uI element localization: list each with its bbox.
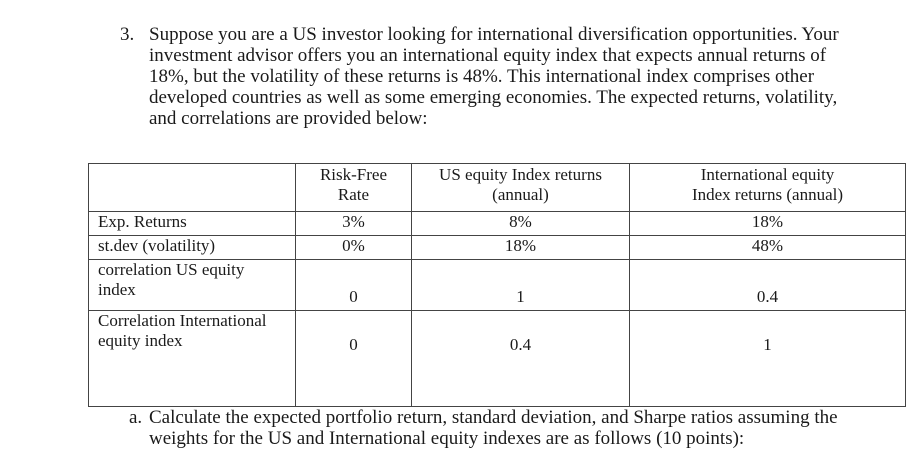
row-label: correlation US equity index: [88, 259, 296, 311]
table-row: st.dev (volatility) 0% 18% 48%: [88, 235, 906, 260]
row-label-text: index: [98, 280, 136, 299]
us-cell: 1: [411, 259, 630, 311]
subquestion-letter: a.: [129, 407, 143, 428]
risk-free-cell: 0%: [295, 235, 412, 260]
subquestion-line: Calculate the expected portfolio return,…: [149, 407, 838, 428]
row-label: Correlation International equity index: [88, 310, 296, 407]
risk-free-cell: 0: [295, 310, 412, 407]
intl-cell: 48%: [629, 235, 906, 260]
us-cell: 0.4: [411, 310, 630, 407]
question-text: Suppose you are a US investor looking fo…: [149, 24, 894, 129]
risk-free-cell: 3%: [295, 211, 412, 236]
us-cell: 8%: [411, 211, 630, 236]
question-line: and correlations are provided below:: [149, 108, 428, 129]
row-label-text: correlation US equity: [98, 260, 245, 279]
header-label-cell: [88, 163, 296, 212]
risk-free-cell: 0: [295, 259, 412, 311]
table-row: Correlation International equity index 0…: [88, 310, 906, 407]
intl-cell: 0.4: [629, 259, 906, 311]
table-row: correlation US equity index 0 1 0.4: [88, 259, 906, 311]
row-label-text: equity index: [98, 331, 183, 350]
header-text: (annual): [492, 185, 549, 204]
header-text: US equity Index returns: [439, 165, 602, 184]
question-line: Suppose you are a US investor looking fo…: [149, 24, 839, 45]
table-row: Exp. Returns 3% 8% 18%: [88, 211, 906, 236]
question-line: developed countries as well as some emer…: [149, 87, 838, 108]
header-us-equity: US equity Index returns (annual): [411, 163, 630, 212]
intl-cell: 1: [629, 310, 906, 407]
header-text: Index returns (annual): [691, 185, 844, 204]
subquestion-line: weights for the US and International equ…: [149, 428, 745, 449]
header-risk-free: Risk-Free Rate: [295, 163, 412, 212]
header-text: International equity: [700, 165, 835, 184]
row-label-text: Correlation International: [98, 311, 267, 330]
header-text: Risk-Free: [319, 165, 388, 184]
row-label: st.dev (volatility): [88, 235, 296, 260]
header-intl-equity: International equity Index returns (annu…: [629, 163, 906, 212]
question-line: investment advisor offers you an interna…: [149, 45, 827, 66]
table-header-row: Risk-Free Rate US equity Index returns (…: [88, 163, 906, 212]
data-table: Risk-Free Rate US equity Index returns (…: [88, 163, 906, 407]
question-line: 18%, but the volatility of these returns…: [149, 66, 815, 87]
row-label-text: st.dev (volatility): [98, 236, 216, 255]
intl-cell: 18%: [629, 211, 906, 236]
question-number: 3.: [120, 24, 135, 45]
header-text: Rate: [337, 185, 370, 204]
row-label-text: Exp. Returns: [98, 212, 187, 231]
us-cell: 18%: [411, 235, 630, 260]
row-label: Exp. Returns: [88, 211, 296, 236]
subquestion-text: Calculate the expected portfolio return,…: [149, 407, 894, 449]
